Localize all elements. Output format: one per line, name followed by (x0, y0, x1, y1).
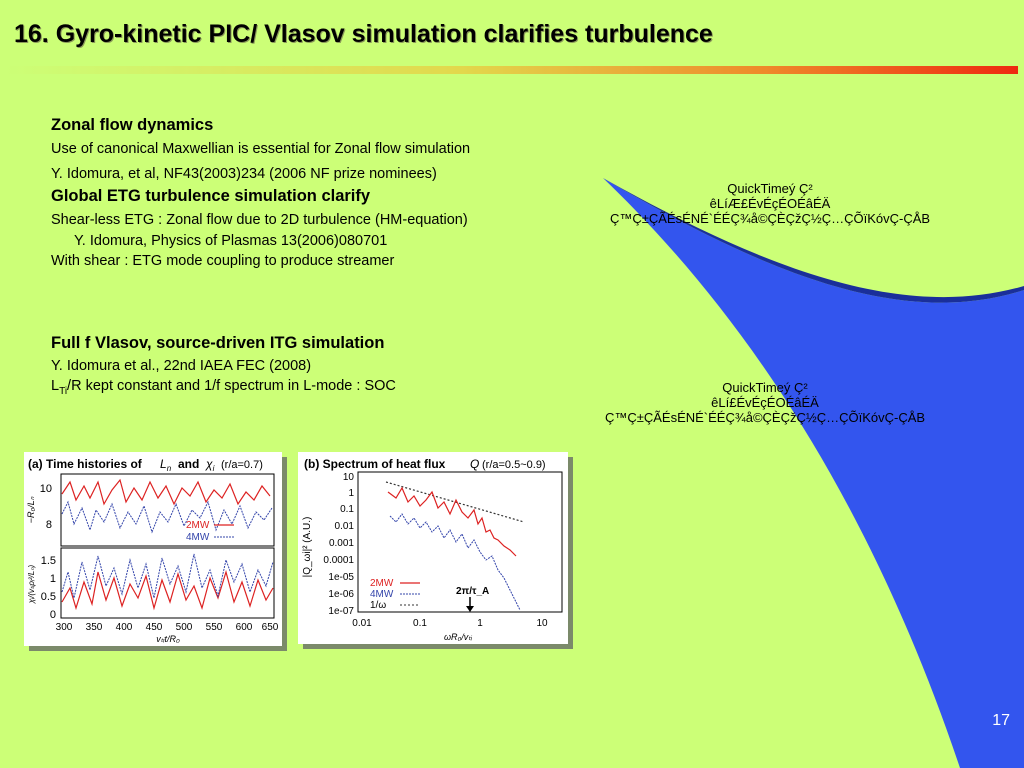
fig-b-x-tick: 10 (536, 618, 548, 629)
page-number: 17 (992, 712, 1010, 729)
fig-a-x-tick: 450 (146, 622, 163, 633)
zonal-line-2: Y. Idomura, et al, NF43(2003)234 (2006 N… (51, 166, 437, 182)
figure-b-heat-flux-spectrum: (b) Spectrum of heat flux Q (r/a=0.5~0.9… (298, 452, 568, 644)
fig-a-x-tick: 500 (176, 622, 193, 633)
fig-b-y-tick: 1e-05 (328, 572, 354, 583)
fig-a-bottom-tick: 1 (50, 573, 56, 585)
fig-a-top-tick: 8 (46, 519, 52, 531)
fig-a-top-tick: 10 (40, 483, 52, 495)
fig-b-x-tick: 0.1 (413, 618, 427, 629)
fig-b-y-tick: 10 (343, 472, 355, 483)
quicktime-placeholder-1: QuickTimeý Ç² êLíÆ£ÉvÉçÉOÉâÉÄ Ç™Ç±ÇÃÉsÉN… (609, 181, 931, 226)
fig-a-bottom-tick: 1.5 (41, 555, 56, 567)
fig-b-legend-2mw: 2MW (370, 578, 394, 589)
etg-line-2: Y. Idomura, Physics of Plasmas 13(2006)0… (74, 233, 388, 249)
fig-a-legend-4mw: 4MW (186, 532, 210, 543)
fig-a-x-tick: 300 (56, 622, 73, 633)
fig-b-cond: (r/a=0.5~0.9) (482, 459, 546, 471)
fig-a-ylabel-top: −R₀/Lₙ (26, 496, 36, 523)
fig-b-y-tick: 0.01 (335, 521, 355, 532)
title-underline-bar (6, 66, 1018, 74)
vlasov-heading: Full f Vlasov, source-driven ITG simulat… (51, 334, 385, 352)
figure-a-time-histories: (a) Time histories of Ln and χi (r/a=0.7… (24, 452, 282, 646)
fig-b-legend-1-over-omega: 1/ω (370, 600, 386, 611)
fig-b-x-tick: 0.01 (352, 618, 372, 629)
etg-line-3: With shear : ETG mode coupling to produc… (51, 253, 395, 269)
slide-title: 16. Gyro-kinetic PIC/ Vlasov simulation … (14, 20, 713, 48)
fig-b-x-tick: 1 (477, 618, 483, 629)
fig-b-legend-4mw: 4MW (370, 589, 394, 600)
fig-a-x-tick: 550 (206, 622, 223, 633)
fig-a-x-tick: 400 (116, 622, 133, 633)
fig-b-y-tick: 0.1 (340, 504, 354, 515)
fig-b-y-tick: 1e-07 (328, 606, 354, 617)
fig-a-x-tick: 650 (262, 622, 279, 633)
fig-b-annotation: 2π/τ_A (456, 586, 489, 597)
fig-b-label: (b) Spectrum of heat flux (304, 457, 446, 471)
etg-line-1: Shear-less ETG : Zonal flow due to 2D tu… (51, 212, 468, 228)
fig-a-sym1: Ln (160, 457, 172, 473)
fig-b-y-tick: 1e-06 (328, 589, 354, 600)
vlasov-line-1: Y. Idomura et al., 22nd IAEA FEC (2008) (51, 358, 312, 374)
fig-a-sym2: χi (205, 457, 215, 473)
fig-a-cond: (r/a=0.7) (221, 459, 263, 471)
fig-a-bottom-tick: 0.5 (41, 591, 56, 603)
fig-a-ylabel-bottom: χᵢ/(vₜᵢρᵢ²/Lₙ) (27, 564, 36, 604)
fig-b-ylabel: |Q_ωi|² (A.U.) (302, 517, 313, 578)
fig-a-xlabel: vₜᵢt/R₀ (156, 634, 180, 644)
fig-a-and: and (178, 457, 199, 471)
fig-a-x-tick: 350 (86, 622, 103, 633)
fig-a-bottom-tick: 0 (50, 609, 56, 621)
fig-b-xlabel: ωR₀/vₜᵢ (444, 632, 473, 642)
quicktime-placeholder-2: QuickTimeý Ç² êLí£ÉvÉçÉOÉâÉÄ Ç™Ç±ÇÃÉsÉNÉ… (604, 380, 926, 425)
fig-b-y-tick: 1 (348, 488, 354, 499)
zonal-line-1: Use of canonical Maxwellian is essential… (51, 141, 471, 157)
vlasov-line-2: LTi/R kept constant and 1/f spectrum in … (51, 378, 396, 397)
fig-a-label: (a) Time histories of (28, 457, 143, 471)
fig-a-legend-2mw: 2MW (186, 520, 210, 531)
fig-b-sym: Q (470, 457, 479, 471)
etg-heading: Global ETG turbulence simulation clarify (51, 187, 371, 205)
fig-b-y-tick: 0.001 (329, 538, 354, 549)
fig-a-x-tick: 600 (236, 622, 253, 633)
zonal-heading: Zonal flow dynamics (51, 116, 214, 134)
fig-b-y-tick: 0.0001 (323, 555, 354, 566)
